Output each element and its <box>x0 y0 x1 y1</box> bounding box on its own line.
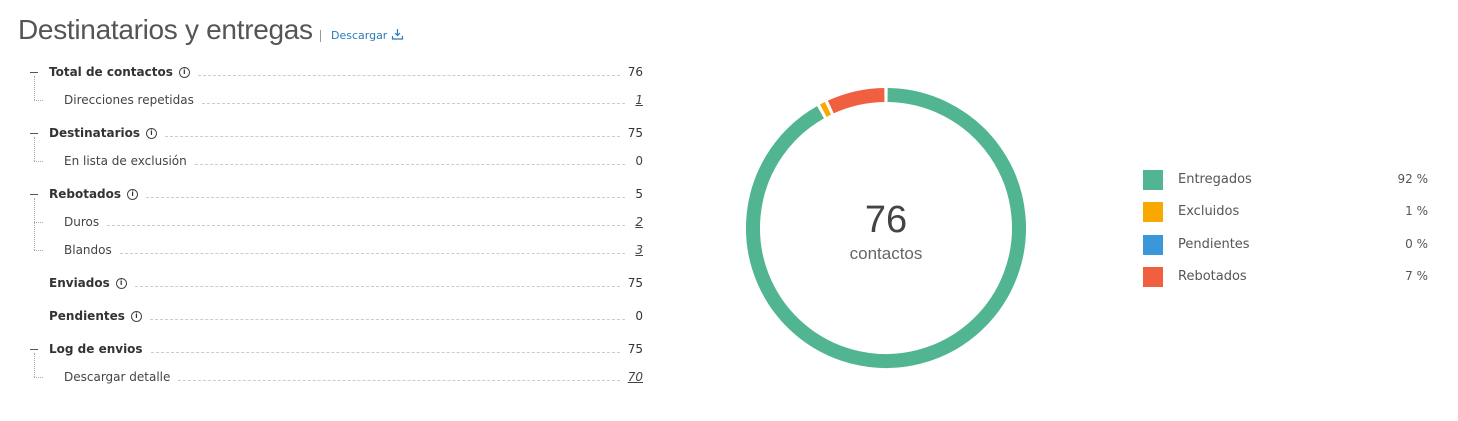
dotted-leader <box>201 102 625 104</box>
download-icon[interactable] <box>391 28 404 40</box>
tree-line <box>34 198 35 250</box>
metric-label: Log de envios <box>49 342 143 356</box>
legend-label[interactable]: Excluidos <box>1178 204 1240 220</box>
dotted-leader <box>164 135 620 137</box>
legend-swatch[interactable] <box>1143 202 1163 223</box>
tree-tick <box>34 377 43 378</box>
metric-value[interactable]: 1 <box>635 93 643 107</box>
metric-label: Enviados <box>49 276 110 290</box>
donut-segment <box>827 88 885 114</box>
dotted-leader <box>149 318 625 320</box>
legend-swatch[interactable] <box>1143 234 1163 255</box>
collapse-toggle[interactable] <box>30 349 38 350</box>
legend-swatch[interactable] <box>1143 266 1163 287</box>
dotted-leader <box>119 252 625 254</box>
metric-label: Rebotados <box>49 187 122 201</box>
info-icon[interactable]: i <box>127 188 139 200</box>
metric-label: Pendientes <box>49 309 125 323</box>
metric-value[interactable]: 3 <box>635 243 643 257</box>
collapse-toggle[interactable] <box>30 72 38 73</box>
metric-label: En lista de exclusión <box>64 154 187 168</box>
tree-line <box>34 137 35 161</box>
metric-row: Total de contactos i 76 <box>49 62 643 82</box>
info-icon[interactable]: i <box>130 310 142 322</box>
metric-value: 0 <box>635 154 643 168</box>
metric-label: Blandos <box>64 243 112 257</box>
legend-label[interactable]: Entregados <box>1178 172 1252 187</box>
metric-label: Direcciones repetidas <box>64 93 194 107</box>
dotted-leader <box>134 285 620 287</box>
donut-segment <box>746 88 1026 368</box>
legend-value: 0 % <box>1405 236 1428 251</box>
metric-row: Enviados i 75 <box>49 273 643 293</box>
sub-metric-row: Duros 2 <box>64 212 643 232</box>
info-icon[interactable]: i <box>145 127 157 139</box>
center-label: contactos <box>850 244 923 263</box>
legend-label[interactable]: Rebotados <box>1178 268 1247 284</box>
metric-value: 76 <box>627 65 643 79</box>
metric-row: Rebotados i 5 <box>49 184 643 204</box>
legend-label[interactable]: Pendientes <box>1178 236 1250 252</box>
metric-value: 75 <box>627 342 643 356</box>
sub-metric-row: Descargar detalle 70 <box>64 367 643 387</box>
dotted-leader <box>146 196 625 198</box>
info-icon[interactable]: i <box>178 66 190 78</box>
metric-value: 5 <box>635 187 643 201</box>
metric-row: Log de envios 75 <box>49 339 643 359</box>
legend-value: 7 % <box>1405 268 1428 283</box>
legend-swatch[interactable] <box>1143 170 1163 190</box>
download-link[interactable]: Descargar <box>331 28 404 42</box>
metric-label: Descargar detalle <box>64 370 171 384</box>
title: Destinatarios y entregas <box>18 14 313 45</box>
legend-value: 92 % <box>1397 172 1429 186</box>
sub-metric-row: Blandos 3 <box>64 240 643 260</box>
sub-metric-row: Direcciones repetidas 1 <box>64 90 643 110</box>
tree-tick <box>34 100 43 101</box>
tree-line <box>34 76 35 100</box>
dotted-leader <box>194 163 625 165</box>
dotted-leader <box>150 351 620 353</box>
metric-value: 75 <box>627 276 643 290</box>
metric-value: 75 <box>627 126 643 140</box>
info-icon[interactable]: i <box>115 277 127 289</box>
collapse-toggle[interactable] <box>30 194 38 195</box>
metric-value[interactable]: 70 <box>627 370 643 384</box>
separator <box>320 30 321 42</box>
dotted-leader <box>197 74 620 76</box>
metric-value: 0 <box>635 309 643 323</box>
metric-label: Duros <box>64 215 100 229</box>
tree-tick <box>34 250 43 251</box>
collapse-toggle[interactable] <box>30 133 38 134</box>
tree-tick <box>34 161 43 162</box>
sub-metric-row: En lista de exclusión 0 <box>64 151 643 171</box>
metric-value[interactable]: 2 <box>635 215 643 229</box>
metric-label: Total de contactos <box>49 65 173 79</box>
tree-line <box>34 353 35 377</box>
legend-value: 1 % <box>1405 204 1428 219</box>
dotted-leader <box>107 224 625 226</box>
metric-row: Pendientes i 0 <box>49 306 643 326</box>
donut-segment <box>820 102 832 117</box>
metric-label: Destinatarios <box>49 126 140 140</box>
dotted-leader <box>178 379 620 381</box>
tree-tick <box>34 222 43 223</box>
center-value: 76 <box>865 199 907 241</box>
metric-row: Destinatarios i 75 <box>49 123 643 143</box>
download-text[interactable]: Descargar <box>331 29 388 42</box>
